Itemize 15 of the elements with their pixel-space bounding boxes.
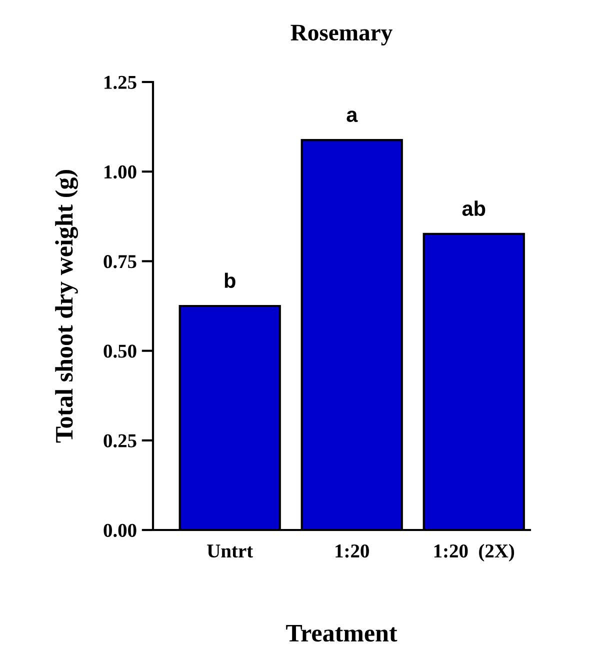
x-tick-label: Untrt (207, 544, 253, 558)
annotation: b (224, 272, 236, 288)
y-axis-title: Total shoot dry weight (g) (55, 170, 78, 443)
annotation: ab (462, 200, 486, 216)
y-tick-label: 0.25 (104, 434, 136, 448)
y-tick-label: 0.00 (104, 524, 136, 538)
x-tick-label: 1:20 (336, 544, 369, 558)
x-tick-label: 1:20 (2X) (434, 544, 514, 562)
annotation: a (346, 110, 358, 122)
chart-title: Rosemary (290, 24, 392, 46)
y-tick-label: 1.00 (104, 165, 136, 179)
y-tick-label: 1.25 (104, 76, 136, 90)
y-tick-label: 0.50 (104, 344, 136, 358)
x-axis-title: Treatment (286, 625, 398, 642)
y-tick-label: 0.75 (104, 255, 136, 268)
